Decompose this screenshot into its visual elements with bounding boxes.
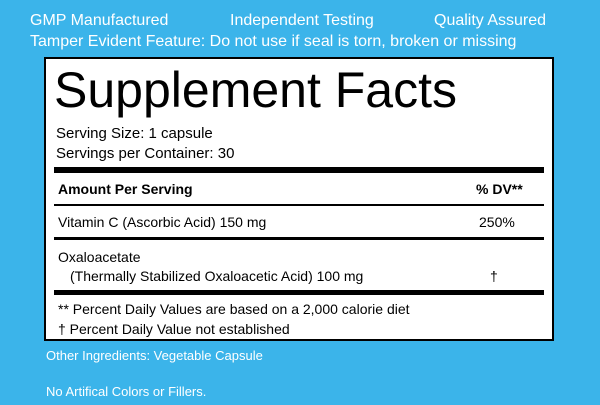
column-header: % DV** [476,181,523,197]
footnote: † Percent Daily Value not established [58,321,290,337]
badge: Independent Testing [230,12,374,29]
divider [54,290,544,295]
divider [54,167,544,173]
daily-value: † [490,268,498,284]
badge: GMP Manufactured [30,12,169,29]
facts-title: Supplement Facts [54,62,457,118]
facts-panel: Supplement Facts Serving Size: 1 capsule… [44,57,554,341]
ingredient: Vitamin C (Ascorbic Acid) 150 mg [58,214,267,230]
divider [54,204,544,206]
serving-size: Serving Size: 1 capsule [56,125,213,142]
badge: Quality Assured [434,12,547,29]
ingredient-detail: (Thermally Stabilized Oxaloacetic Acid) … [70,268,364,284]
divider [54,237,544,240]
servings-per-container: Servings per Container: 30 [56,145,235,162]
tamper-notice: Tamper Evident Feature: Do not use if se… [30,33,517,50]
other-ingredients: Other Ingredients: Vegetable Capsule [46,348,263,363]
column-header: Amount Per Serving [58,181,193,197]
ingredient: Oxaloacetate [58,249,141,265]
footnote: ** Percent Daily Values are based on a 2… [58,301,410,317]
daily-value: 250% [479,214,515,230]
no-additives: No Artifical Colors or Fillers. [46,384,207,399]
